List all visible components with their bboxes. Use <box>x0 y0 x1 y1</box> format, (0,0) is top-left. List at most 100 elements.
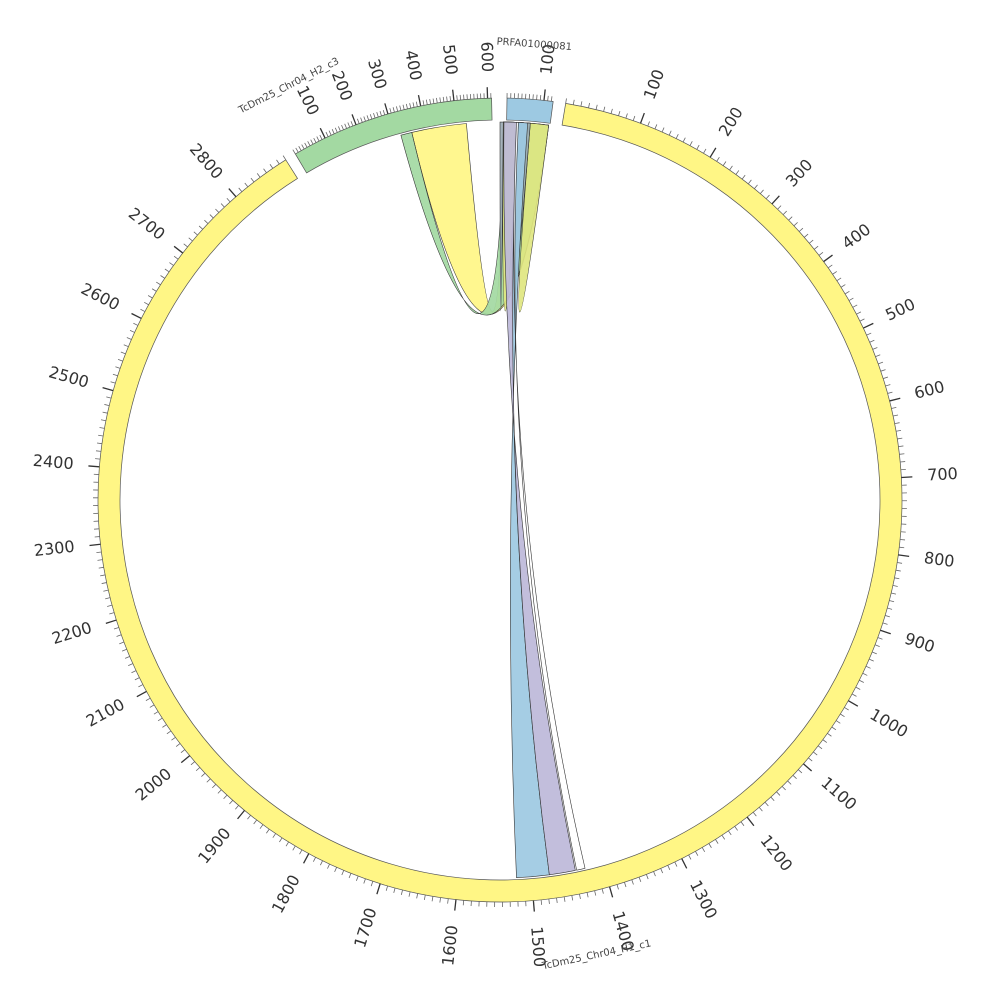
tick-label: 500 <box>882 294 918 324</box>
minor-tick <box>175 743 181 747</box>
minor-tick <box>752 811 757 817</box>
minor-tick <box>817 745 823 750</box>
minor-tick <box>638 877 642 882</box>
minor-tick <box>316 136 320 142</box>
minor-tick <box>126 337 132 340</box>
minor-tick <box>95 458 101 460</box>
major-tick <box>898 554 910 558</box>
minor-tick <box>625 113 628 119</box>
minor-tick <box>107 604 113 607</box>
minor-tick <box>338 126 341 132</box>
minor-tick <box>813 245 819 250</box>
chromosome-segment <box>97 102 903 903</box>
major-tick <box>376 883 381 895</box>
minor-tick <box>402 104 405 110</box>
minor-tick <box>674 861 678 867</box>
major-tick <box>802 763 813 772</box>
tick-label: 2400 <box>32 451 74 473</box>
tick-label: 2200 <box>50 618 95 648</box>
minor-tick <box>96 551 102 554</box>
minor-tick <box>97 559 103 561</box>
minor-tick <box>250 177 255 183</box>
tick-label: 2300 <box>33 537 76 560</box>
minor-tick <box>188 237 193 242</box>
minor-tick <box>319 134 323 140</box>
minor-tick <box>347 122 351 128</box>
minor-tick <box>133 322 139 326</box>
major-tick <box>454 899 457 911</box>
minor-tick <box>897 562 903 564</box>
chromosome-segment <box>294 97 493 174</box>
minor-tick <box>844 707 849 711</box>
minor-tick <box>425 99 428 105</box>
minor-tick <box>350 121 354 127</box>
minor-tick <box>595 104 598 110</box>
minor-tick <box>601 888 604 894</box>
major-tick <box>180 755 191 764</box>
minor-tick <box>647 121 650 127</box>
tick-label: 300 <box>364 57 391 92</box>
minor-tick <box>147 295 153 299</box>
minor-tick <box>776 791 781 796</box>
minor-tick <box>282 155 287 161</box>
minor-tick <box>760 189 764 194</box>
minor-tick <box>320 860 323 866</box>
minor-tick <box>100 419 106 422</box>
minor-tick <box>100 574 106 577</box>
minor-tick <box>894 422 900 425</box>
minor-tick <box>113 627 119 630</box>
minor-tick <box>389 108 392 114</box>
minor-tick <box>101 582 107 584</box>
minor-tick <box>770 796 775 802</box>
tick-label: 1300 <box>686 877 721 922</box>
minor-tick <box>436 97 438 103</box>
minor-tick <box>422 100 425 106</box>
minor-tick <box>376 111 379 118</box>
minor-tick <box>668 130 672 136</box>
major-tick <box>102 386 114 392</box>
minor-tick <box>357 118 360 124</box>
minor-tick <box>166 730 172 735</box>
major-tick <box>901 476 913 479</box>
minor-tick <box>416 893 419 899</box>
minor-tick <box>98 434 104 437</box>
minor-tick <box>209 214 214 219</box>
minor-tick <box>875 354 881 357</box>
minor-tick <box>344 123 347 129</box>
minor-tick <box>226 197 231 203</box>
minor-tick <box>285 841 290 847</box>
minor-tick <box>882 622 888 625</box>
ticks-layer <box>88 87 913 912</box>
minor-tick <box>893 414 899 417</box>
minor-tick <box>818 252 824 256</box>
minor-tick <box>105 597 111 600</box>
minor-tick <box>859 318 865 322</box>
minor-tick <box>654 124 658 130</box>
major-tick <box>608 886 614 898</box>
minor-tick <box>579 893 581 900</box>
minor-tick <box>120 351 126 355</box>
minor-tick <box>682 137 686 143</box>
minor-tick <box>313 137 317 143</box>
minor-tick <box>310 139 314 145</box>
minor-tick <box>754 184 758 189</box>
minor-tick <box>721 834 726 840</box>
minor-tick <box>123 344 129 348</box>
minor-tick <box>831 726 837 731</box>
major-tick <box>452 89 455 101</box>
minor-tick <box>764 801 769 807</box>
minor-tick <box>859 679 864 683</box>
tick-label: 500 <box>439 43 461 76</box>
minor-tick <box>660 868 664 874</box>
minor-tick <box>618 110 621 116</box>
minor-tick <box>279 837 283 843</box>
minor-tick <box>408 891 411 897</box>
minor-tick <box>804 233 809 238</box>
minor-tick <box>334 867 337 873</box>
minor-tick <box>788 216 793 221</box>
minor-tick <box>301 144 305 150</box>
minor-tick <box>588 102 590 108</box>
minor-tick <box>109 612 115 615</box>
minor-tick <box>157 717 163 722</box>
minor-tick <box>852 304 858 308</box>
